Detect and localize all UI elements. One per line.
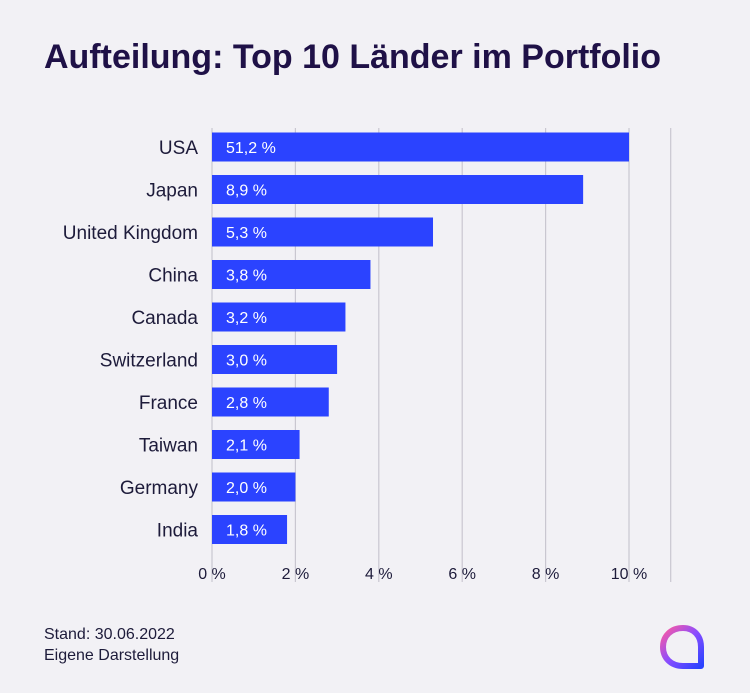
- bar-value-label: 8,9 %: [226, 183, 267, 200]
- bar-value-label: 3,2 %: [226, 310, 267, 327]
- category-labels: USA Japan United Kingdom China Canada Switzer…: [63, 138, 199, 542]
- category-label: Taiwan: [139, 436, 198, 457]
- chart-title: Aufteilung: Top 10 Länder im Portfolio: [44, 38, 662, 76]
- x-tick-label: 0 %: [198, 566, 226, 583]
- bar-value-label: 1,8 %: [226, 523, 267, 540]
- bar-value-label: 2,1 %: [226, 438, 267, 455]
- footer-date: Stand: 30.06.2022: [44, 626, 175, 643]
- bar-value-label: 3,8 %: [226, 268, 267, 285]
- bar-value-label: 2,0 %: [226, 480, 267, 497]
- x-tick-label: 10 %: [611, 566, 647, 583]
- footer-note: Stand: 30.06.2022 Eigene Darstellung: [44, 624, 179, 666]
- x-tick-label: 8 %: [532, 566, 560, 583]
- category-label: France: [139, 393, 198, 414]
- bar-value-label: 5,3 %: [226, 225, 267, 242]
- bar-value-label: 51,2 %: [226, 140, 276, 157]
- bar: [212, 302, 346, 332]
- bar: [212, 430, 300, 459]
- bar-value-label: 2,8 %: [226, 395, 267, 412]
- category-label: Canada: [131, 308, 198, 329]
- footer-source: Eigene Darstellung: [44, 647, 180, 664]
- bar: [212, 345, 338, 374]
- bar: [212, 217, 434, 247]
- category-label: USA: [159, 138, 198, 159]
- category-label: United Kingdom: [63, 223, 198, 244]
- bar: [212, 515, 288, 544]
- x-tick-labels: 0 % 2 % 4 % 6 % 8 % 10 %: [198, 566, 647, 583]
- brand-logo-icon: [660, 625, 704, 669]
- category-label: China: [148, 266, 198, 287]
- bar-value-label: 3,0 %: [226, 353, 267, 370]
- bars: 51,2 % 8,9 % 5,3 % 3,8 % 3,2 % 3,0 % 2,8 % 2,1 …: [212, 132, 629, 544]
- bar: [212, 132, 629, 162]
- bar: [212, 387, 329, 417]
- category-label: Germany: [120, 478, 199, 499]
- x-tick-label: 6 %: [448, 566, 476, 583]
- bar: [212, 260, 371, 289]
- category-label: India: [157, 521, 199, 542]
- category-label: Japan: [146, 181, 198, 202]
- bar: [212, 472, 296, 502]
- x-tick-label: 2 %: [282, 566, 310, 583]
- bar: [212, 175, 584, 204]
- category-label: Switzerland: [100, 351, 198, 372]
- x-tick-label: 4 %: [365, 566, 393, 583]
